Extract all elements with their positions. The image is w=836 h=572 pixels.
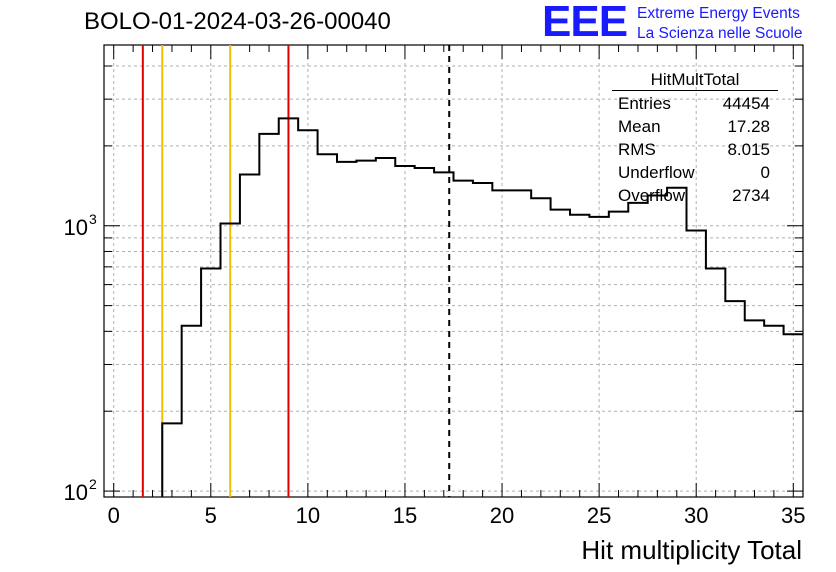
y-tick-exponent: 2 bbox=[89, 476, 97, 492]
histogram-bin bbox=[512, 190, 531, 497]
histogram-bin bbox=[454, 181, 473, 497]
logo-line-1: Extreme Energy Events bbox=[637, 5, 800, 22]
eee-logo: EEE bbox=[542, 0, 628, 46]
stats-label: Entries bbox=[618, 94, 671, 113]
stats-row-underflow: Underflow 0 bbox=[612, 161, 778, 184]
stats-label: Underflow bbox=[618, 163, 695, 182]
histogram-bin bbox=[628, 203, 647, 497]
stats-row-entries: Entries 44454 bbox=[612, 92, 778, 115]
histogram-bin bbox=[492, 190, 511, 497]
y-tick-exponent: 3 bbox=[89, 211, 97, 227]
histogram-bin bbox=[648, 196, 667, 497]
stats-value: 0 bbox=[760, 163, 770, 182]
stats-label: Overflow bbox=[618, 186, 686, 205]
x-tick-label: 20 bbox=[490, 503, 514, 528]
histogram-bin bbox=[376, 158, 395, 497]
stats-row-mean: Mean 17.28 bbox=[612, 115, 778, 138]
logo-line-2: La Scienza nelle Scuole bbox=[637, 25, 803, 42]
histogram-bin bbox=[667, 188, 686, 497]
stats-box: HitMultTotal Entries 44454 Mean 17.28 RM… bbox=[612, 70, 778, 207]
x-tick-label: 35 bbox=[781, 503, 805, 528]
stats-label: Mean bbox=[618, 117, 661, 136]
stats-value: 17.28 bbox=[727, 117, 770, 136]
histogram-bin bbox=[434, 172, 453, 497]
stats-value: 2734 bbox=[732, 186, 770, 205]
stats-value: 8.015 bbox=[727, 140, 770, 159]
stats-divider bbox=[612, 90, 778, 91]
x-tick-label: 25 bbox=[587, 503, 611, 528]
logo-caption: Extreme Energy Events La Scienza nelle S… bbox=[637, 4, 802, 44]
stats-row-overflow: Overflow 2734 bbox=[612, 184, 778, 207]
x-axis-label: Hit multiplicity Total bbox=[581, 535, 802, 565]
histogram-bin bbox=[337, 162, 356, 497]
histogram-bin bbox=[745, 320, 764, 497]
x-tick-label: 5 bbox=[205, 503, 217, 528]
histogram-bin bbox=[259, 134, 278, 497]
x-tick-label: 15 bbox=[393, 503, 417, 528]
histogram-bin bbox=[609, 212, 628, 497]
histogram-bin bbox=[356, 161, 375, 497]
stats-label: RMS bbox=[618, 140, 656, 159]
x-tick-label: 0 bbox=[108, 503, 120, 528]
histogram-bin bbox=[162, 423, 181, 497]
y-tick-label: 10 bbox=[64, 215, 88, 240]
histogram-bin bbox=[570, 215, 589, 497]
plot-frame bbox=[103, 44, 804, 498]
histogram-bin bbox=[764, 326, 783, 497]
stats-row-rms: RMS 8.015 bbox=[612, 138, 778, 161]
histogram-outline bbox=[161, 117, 803, 497]
chart-title: BOLO-01-2024-03-26-00040 bbox=[84, 8, 391, 35]
x-tick-label: 30 bbox=[684, 503, 708, 528]
histogram-bin bbox=[725, 301, 744, 497]
y-tick-label: 10 bbox=[64, 480, 88, 505]
histogram-bin bbox=[531, 198, 550, 497]
stats-value: 44454 bbox=[722, 94, 770, 113]
histogram-bin bbox=[551, 210, 570, 497]
x-tick-label: 10 bbox=[296, 503, 320, 528]
histogram-bin bbox=[240, 175, 259, 497]
stats-title: HitMultTotal bbox=[650, 70, 740, 89]
histogram-bin bbox=[415, 168, 434, 497]
histogram-bin bbox=[473, 183, 492, 497]
histogram-bin bbox=[318, 154, 337, 497]
histogram-bin bbox=[706, 269, 725, 497]
